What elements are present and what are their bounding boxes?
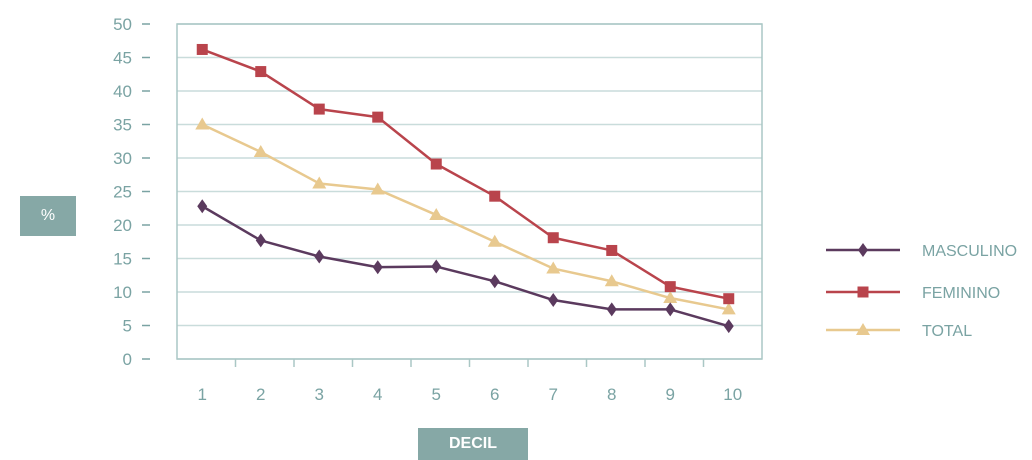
data-point — [195, 117, 210, 130]
series-line — [201, 48, 730, 300]
data-point — [312, 176, 327, 189]
x-axis-label: DECIL — [418, 428, 528, 460]
y-axis: 0 5 10 15 20 25 30 35 40 45 50 — [113, 15, 150, 369]
data-point — [604, 274, 619, 287]
data-point — [314, 249, 325, 264]
y-axis-label: % — [20, 196, 76, 236]
y-tick-label: 20 — [113, 216, 132, 235]
legend-label: MASCULINO — [922, 243, 1017, 260]
legend-item-total: TOTAL — [826, 323, 972, 340]
y-tick-label: 35 — [113, 116, 132, 135]
y-tick-label: 10 — [113, 283, 132, 302]
data-point — [721, 302, 736, 315]
grid-lines — [176, 23, 763, 360]
data-point — [489, 190, 501, 202]
data-point — [430, 158, 442, 170]
legend-label: FEMININO — [922, 285, 1000, 302]
legend-marker — [858, 243, 868, 257]
data-point — [372, 111, 384, 123]
data-point — [548, 293, 559, 308]
data-point — [663, 291, 678, 304]
x-tick-label: 2 — [256, 385, 265, 404]
data-point — [313, 103, 325, 115]
legend-marker — [857, 286, 869, 298]
x-tick-label: 1 — [198, 385, 207, 404]
data-point — [664, 281, 676, 293]
x-tick-label: 7 — [549, 385, 558, 404]
data-point — [723, 293, 735, 305]
data-point — [255, 233, 266, 248]
y-tick-label: 25 — [113, 183, 132, 202]
series-feminino — [196, 43, 735, 305]
data-point — [606, 302, 617, 317]
x-tick-label: 9 — [666, 385, 675, 404]
data-point — [723, 319, 734, 334]
series-line — [201, 123, 729, 311]
y-tick-label: 30 — [113, 149, 132, 168]
legend-item-masculino: MASCULINO — [826, 243, 1017, 260]
y-tick-label: 50 — [113, 15, 132, 34]
data-point — [489, 274, 500, 289]
data-point — [546, 261, 561, 274]
legend-label: TOTAL — [922, 323, 972, 340]
data-point — [197, 199, 208, 214]
series-total — [195, 117, 736, 315]
data-point — [370, 182, 385, 195]
data-point — [547, 232, 559, 244]
legend-item-feminino: FEMININO — [826, 285, 1000, 302]
legend: MASCULINO FEMININO TOTAL — [826, 243, 1017, 340]
x-tick-label: 5 — [432, 385, 441, 404]
data-point — [196, 43, 208, 55]
x-tick-label: 8 — [607, 385, 616, 404]
data-point — [429, 207, 444, 220]
legend-marker — [856, 323, 870, 335]
y-tick-label: 5 — [123, 317, 132, 336]
y-tick-label: 15 — [113, 250, 132, 269]
x-tick-label: 3 — [315, 385, 324, 404]
x-tick-label: 4 — [373, 385, 382, 404]
data-point — [665, 302, 676, 317]
data-point — [372, 260, 383, 275]
series-line — [201, 205, 730, 328]
y-tick-label: 0 — [123, 350, 132, 369]
data-point — [255, 66, 267, 78]
series-masculino — [197, 199, 734, 334]
x-axis: 1 2 3 4 5 6 7 8 9 10 — [198, 359, 742, 404]
data-point — [606, 244, 618, 256]
series-layer — [195, 43, 736, 334]
y-tick-label: 40 — [113, 82, 132, 101]
y-tick-label: 45 — [113, 49, 132, 68]
data-point — [431, 259, 442, 274]
x-tick-label: 6 — [490, 385, 499, 404]
x-tick-label: 10 — [723, 385, 742, 404]
data-point — [487, 234, 502, 247]
data-point — [253, 144, 268, 157]
